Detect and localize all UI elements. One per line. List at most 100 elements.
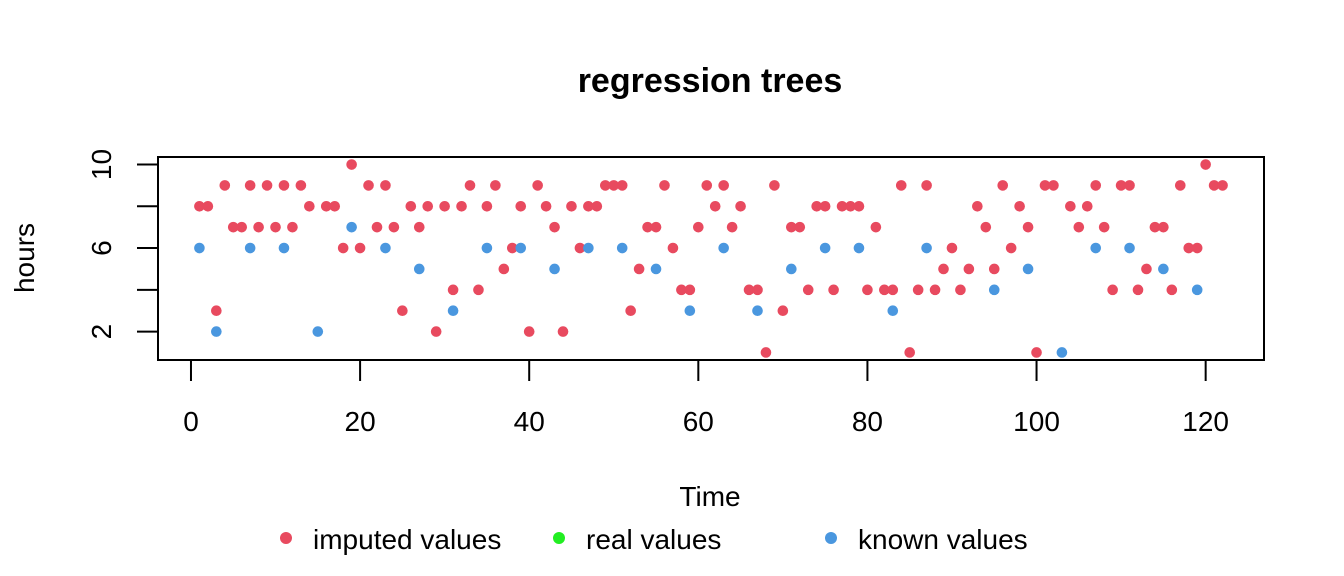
point-imputed-values: [1073, 221, 1085, 233]
point-imputed-values: [743, 284, 755, 296]
point-known-values: [650, 263, 662, 275]
point-known-values: [194, 242, 205, 254]
point-imputed-values: [473, 284, 484, 296]
point-imputed-values: [380, 180, 391, 191]
legend-label-imputed-values: imputed values: [313, 524, 501, 555]
point-imputed-values: [659, 180, 670, 191]
point-imputed-values: [329, 200, 341, 212]
point-imputed-values: [777, 305, 789, 317]
legend-marker-real-values: [553, 532, 565, 544]
point-imputed-values: [870, 221, 882, 233]
point-known-values: [278, 242, 290, 254]
y-axis-label: hours: [9, 223, 40, 293]
point-imputed-values: [456, 200, 467, 212]
legend-label-known-values: known values: [858, 524, 1028, 555]
point-known-values: [380, 242, 391, 254]
y-axis: 2 6 10: [86, 149, 159, 340]
point-known-values: [312, 326, 324, 337]
point-known-values: [211, 326, 222, 337]
point-imputed-values: [912, 284, 924, 296]
point-imputed-values: [346, 159, 357, 170]
point-imputed-values: [422, 200, 434, 212]
point-imputed-values: [1200, 159, 1211, 170]
point-known-values: [752, 305, 763, 317]
point-imputed-values: [278, 180, 290, 191]
point-imputed-values: [388, 221, 400, 233]
point-imputed-values: [963, 263, 975, 275]
point-imputed-values: [769, 180, 780, 191]
point-imputed-values: [879, 284, 890, 296]
point-imputed-values: [270, 221, 281, 233]
data-points: [194, 159, 1228, 358]
point-imputed-values: [616, 180, 628, 191]
point-imputed-values: [1191, 242, 1203, 254]
point-imputed-values: [845, 200, 856, 212]
point-imputed-values: [1048, 180, 1059, 191]
point-imputed-values: [819, 200, 831, 212]
point-imputed-values: [921, 180, 932, 191]
point-known-values: [583, 242, 594, 254]
point-imputed-values: [363, 180, 374, 191]
point-known-values: [718, 242, 729, 254]
chart-title: regression trees: [578, 62, 843, 100]
point-known-values: [1056, 347, 1068, 358]
point-imputed-values: [320, 200, 332, 212]
point-imputed-values: [481, 200, 493, 212]
legend-marker-known-values: [825, 532, 837, 544]
point-imputed-values: [1039, 180, 1051, 191]
point-imputed-values: [506, 242, 518, 254]
point-imputed-values: [557, 326, 569, 337]
point-imputed-values: [701, 180, 713, 191]
point-imputed-values: [667, 242, 679, 254]
point-imputed-values: [676, 284, 687, 296]
x-tick-label: 80: [852, 406, 883, 437]
point-imputed-values: [397, 305, 408, 317]
point-imputed-values: [447, 284, 459, 296]
point-imputed-values: [938, 263, 949, 275]
point-known-values: [1090, 242, 1102, 254]
point-known-values: [515, 242, 527, 254]
point-imputed-values: [413, 221, 425, 233]
point-known-values: [447, 305, 459, 317]
point-imputed-values: [1098, 221, 1110, 233]
x-tick-label: 20: [345, 406, 376, 437]
point-imputed-values: [1132, 284, 1144, 296]
point-imputed-values: [862, 284, 873, 296]
y-tick-label: 6: [86, 240, 117, 256]
point-imputed-values: [929, 284, 941, 296]
point-imputed-values: [684, 284, 696, 296]
point-imputed-values: [430, 326, 442, 337]
point-imputed-values: [1149, 221, 1161, 233]
point-known-values: [988, 284, 1000, 296]
point-imputed-values: [202, 200, 214, 212]
point-imputed-values: [1031, 347, 1042, 358]
point-imputed-values: [988, 263, 1000, 275]
point-imputed-values: [955, 284, 966, 296]
point-imputed-values: [887, 284, 899, 296]
point-known-values: [853, 242, 865, 254]
point-imputed-values: [650, 221, 662, 233]
x-tick-label: 40: [514, 406, 545, 437]
point-imputed-values: [904, 347, 916, 358]
point-imputed-values: [709, 200, 721, 212]
point-imputed-values: [574, 242, 586, 254]
point-imputed-values: [253, 221, 264, 233]
point-known-values: [887, 305, 899, 317]
point-imputed-values: [532, 180, 543, 191]
point-imputed-values: [718, 180, 729, 191]
x-tick-label: 100: [1013, 406, 1060, 437]
point-known-values: [1158, 263, 1169, 275]
point-imputed-values: [261, 180, 273, 191]
point-known-values: [684, 305, 696, 317]
point-imputed-values: [287, 221, 298, 233]
point-imputed-values: [1124, 180, 1135, 191]
y-tick-label: 2: [86, 324, 117, 340]
point-imputed-values: [786, 221, 797, 233]
point-known-values: [921, 242, 932, 254]
point-imputed-values: [802, 284, 814, 296]
point-imputed-values: [1174, 180, 1186, 191]
legend-marker-imputed-values: [280, 532, 292, 544]
point-imputed-values: [811, 200, 822, 212]
point-imputed-values: [853, 200, 865, 212]
